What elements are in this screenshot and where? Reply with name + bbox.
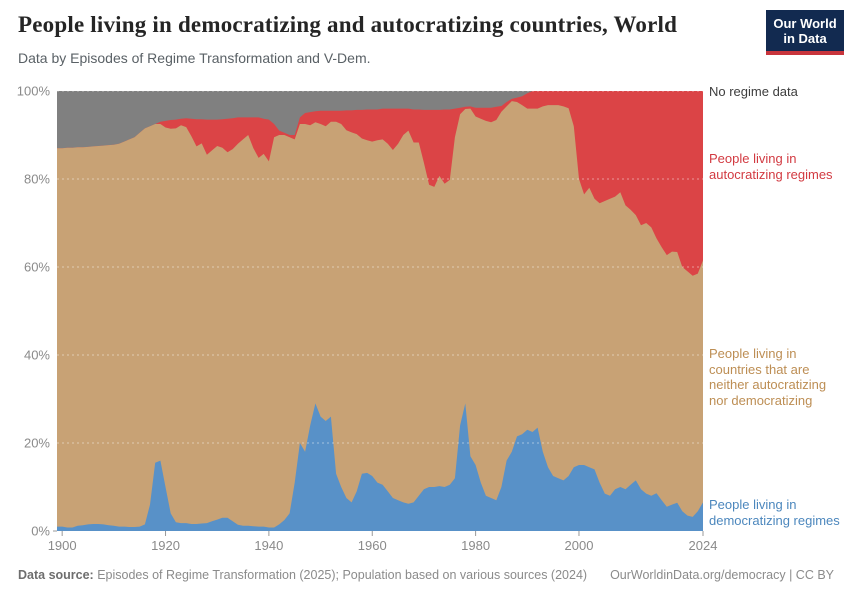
legend-autocratizing[interactable]: People living in autocratizing regimes xyxy=(709,151,833,182)
data-source-label: Data source: xyxy=(18,568,94,582)
x-tick-label-1960: 1960 xyxy=(358,538,387,553)
owid-logo-line2: in Data xyxy=(783,31,827,46)
footer-separator: | xyxy=(785,568,796,582)
footer-license: CC BY xyxy=(795,568,834,582)
y-tick-label-40: 40% xyxy=(24,348,50,363)
footer-right: OurWorldinData.org/democracy | CC BY xyxy=(610,568,834,582)
page-title: People living in democratizing and autoc… xyxy=(18,12,678,37)
footer-link[interactable]: OurWorldinData.org/democracy xyxy=(610,568,786,582)
owid-logo-line1: Our World xyxy=(773,16,837,31)
owid-logo: Our World in Data xyxy=(766,10,844,55)
area-people-living-in-countries-t[interactable] xyxy=(57,101,703,531)
y-tick-label-20: 20% xyxy=(24,436,50,451)
x-tick-label-1940: 1940 xyxy=(254,538,283,553)
x-tick-label-1980: 1980 xyxy=(461,538,490,553)
x-tick-label-1920: 1920 xyxy=(151,538,180,553)
legend-neither[interactable]: People living in countries that are neit… xyxy=(709,346,827,408)
y-tick-label-0: 0% xyxy=(31,524,50,539)
chart-footer: Data source: Episodes of Regime Transfor… xyxy=(18,568,834,582)
x-tick-label-1900: 1900 xyxy=(48,538,77,553)
legend-no-regime-data[interactable]: No regime data xyxy=(709,84,798,99)
area-people-living-in-democratizi[interactable] xyxy=(57,403,703,531)
x-tick-label-2024: 2024 xyxy=(689,538,718,553)
data-source-text: Episodes of Regime Transformation (2025)… xyxy=(93,568,588,582)
y-tick-label-60: 60% xyxy=(24,260,50,275)
y-tick-label-100: 100% xyxy=(17,84,51,99)
y-tick-label-80: 80% xyxy=(24,172,50,187)
x-tick-label-2000: 2000 xyxy=(565,538,594,553)
data-source-note: Data source: Episodes of Regime Transfor… xyxy=(18,568,587,582)
legend-democratizing[interactable]: People living in democratizing regimes xyxy=(709,497,840,528)
chart-subtitle: Data by Episodes of Regime Transformatio… xyxy=(18,50,371,66)
